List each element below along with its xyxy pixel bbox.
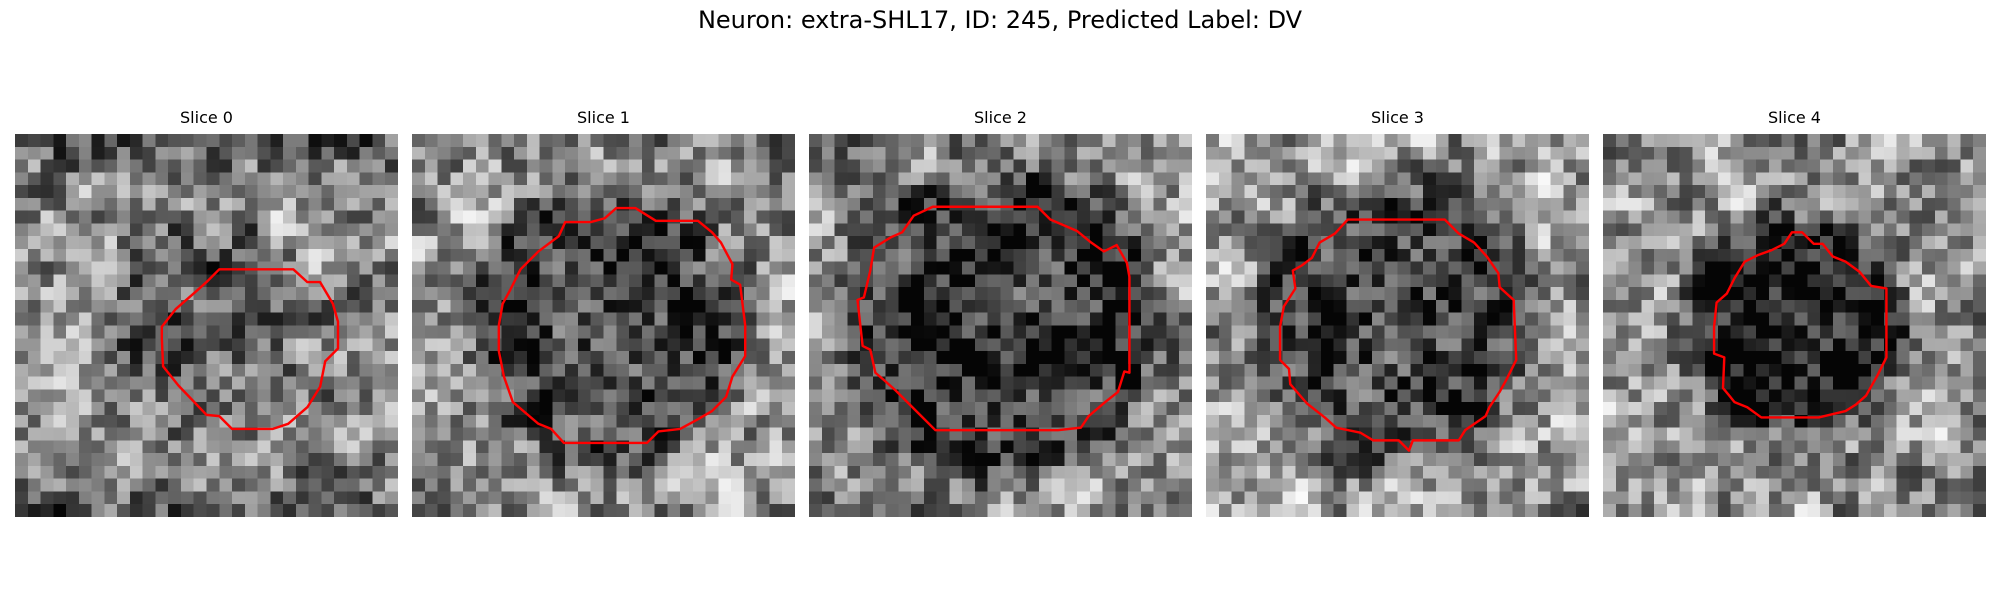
slice-1-title: Slice 1	[577, 108, 630, 127]
slice-4-image	[1603, 134, 1986, 517]
slice-panel-3: Slice 3	[1206, 108, 1589, 518]
slice-0-image	[15, 134, 398, 517]
slice-3-image	[1206, 134, 1589, 517]
slice-4-pixels	[1603, 134, 1986, 517]
figure-title: Neuron: extra-SHL17, ID: 245, Predicted …	[697, 6, 1303, 34]
slice-3-title: Slice 3	[1371, 108, 1424, 127]
slice-0-title: Slice 0	[180, 108, 233, 127]
slice-0-pixels	[15, 134, 398, 517]
slice-1-pixels	[412, 134, 795, 517]
slice-2-title: Slice 2	[974, 108, 1027, 127]
slice-2-image	[809, 134, 1192, 517]
slice-2-pixels	[809, 134, 1192, 517]
slice-panel-0: Slice 0	[15, 108, 398, 518]
slice-3-pixels	[1206, 134, 1589, 517]
slice-4-contour	[1712, 231, 1888, 419]
slice-1-image	[412, 134, 795, 517]
slice-4-title: Slice 4	[1768, 108, 1821, 127]
slice-3-contour	[1278, 218, 1518, 452]
slice-2-contour	[856, 205, 1131, 432]
slice-panel-1: Slice 1	[412, 108, 795, 518]
slice-panel-4: Slice 4	[1603, 108, 1986, 518]
slice-panel-2: Slice 2	[809, 108, 1192, 518]
slice-0-contour	[160, 268, 340, 431]
slice-1-contour	[497, 206, 747, 445]
